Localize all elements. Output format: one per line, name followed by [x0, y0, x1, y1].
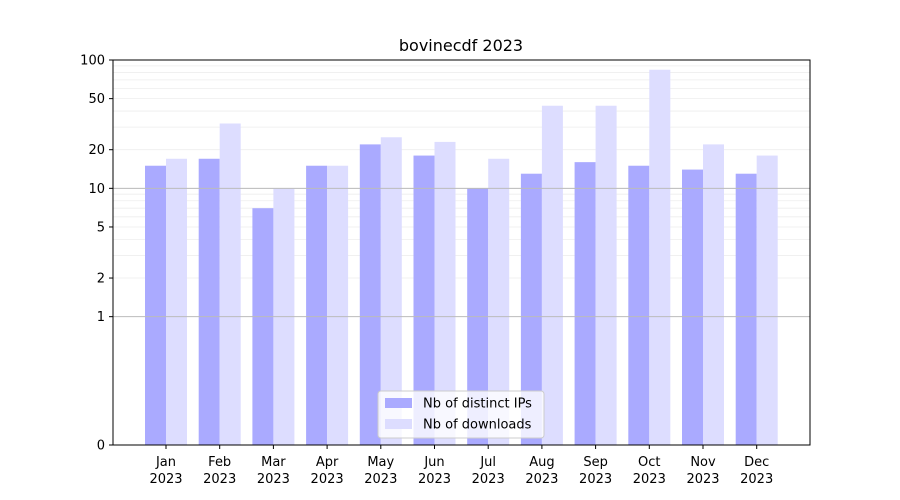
legend-box: [377, 390, 545, 439]
x-tick-label-year: 2023: [740, 472, 773, 487]
legend-swatch: [385, 398, 412, 408]
y-tick-label: 20: [88, 143, 105, 158]
x-tick-label-month: Oct: [638, 455, 660, 470]
x-tick-label-month: Nov: [690, 455, 716, 470]
bar-ips: [520, 173, 542, 445]
x-tick-label-month: Jul: [479, 455, 496, 470]
bar-ips: [682, 169, 703, 445]
bar-ips: [735, 173, 757, 445]
x-tick-label-year: 2023: [257, 472, 290, 487]
x-tick-label-year: 2023: [579, 472, 612, 487]
x-tick-label-month: Mar: [261, 455, 286, 470]
bar-ips: [413, 155, 435, 445]
y-axis: 0 1 2 5 10 20 50 100: [80, 54, 113, 454]
y-tick-label: 10: [88, 182, 105, 197]
y-tick-label: 100: [80, 54, 105, 69]
x-tick-label-month: Apr: [316, 455, 339, 470]
x-tick-label-year: 2023: [418, 472, 451, 487]
x-tick-label-year: 2023: [686, 472, 719, 487]
bar-ips: [574, 162, 596, 445]
y-tick-label: 0: [97, 439, 105, 454]
x-tick-label-month: Aug: [529, 455, 554, 470]
x-tick-label-month: Feb: [208, 455, 231, 470]
legend-label: Nb of distinct IPs: [423, 397, 532, 412]
x-tick-label-month: Dec: [744, 455, 769, 470]
x-tick-label-year: 2023: [203, 472, 236, 487]
x-tick-label-month: Jan: [155, 455, 176, 470]
bar-ips: [145, 165, 166, 445]
y-tick-label: 50: [88, 92, 105, 107]
x-tick-label-year: 2023: [311, 472, 344, 487]
y-tick-label: 2: [97, 272, 105, 287]
chart-title: bovinecdf 2023: [399, 36, 523, 55]
bar-downloads: [541, 105, 563, 446]
bar-downloads: [327, 165, 349, 445]
x-tick-label-year: 2023: [525, 472, 558, 487]
x-tick-label-month: May: [367, 455, 394, 470]
bar-downloads: [434, 141, 456, 445]
legend-label: Nb of downloads: [423, 418, 532, 433]
bar-downloads: [649, 69, 671, 445]
bars: [145, 69, 778, 446]
y-tick-label: 5: [97, 220, 105, 235]
y-tick-label: 1: [97, 310, 105, 325]
x-tick-label-month: Sep: [583, 455, 608, 470]
bar-ips: [198, 158, 220, 446]
x-tick-label-month: Jun: [423, 455, 444, 470]
bar-downloads: [703, 144, 724, 445]
legend: Nb of distinct IPs Nb of downloads: [377, 390, 545, 439]
x-tick-label-year: 2023: [472, 472, 505, 487]
x-tick-label-year: 2023: [149, 472, 182, 487]
bar-downloads: [595, 105, 617, 446]
bar-ips: [252, 208, 274, 445]
legend-swatch: [385, 419, 412, 429]
bar-ips: [359, 144, 381, 445]
bar-ips: [628, 165, 650, 445]
bar-downloads: [166, 158, 187, 446]
bar-downloads: [380, 137, 402, 446]
x-axis: Jan 2023 Feb 2023 Mar 2023 Apr 2023 May 2023 Jun 20…: [149, 445, 773, 487]
bar-downloads: [488, 158, 510, 446]
x-tick-label-year: 2023: [633, 472, 666, 487]
bar-downloads: [219, 123, 241, 446]
bar-downloads: [756, 155, 778, 445]
x-tick-label-year: 2023: [364, 472, 397, 487]
plot-frame: [112, 59, 811, 446]
bar-ips: [306, 165, 328, 445]
reference-lines: [113, 187, 810, 318]
